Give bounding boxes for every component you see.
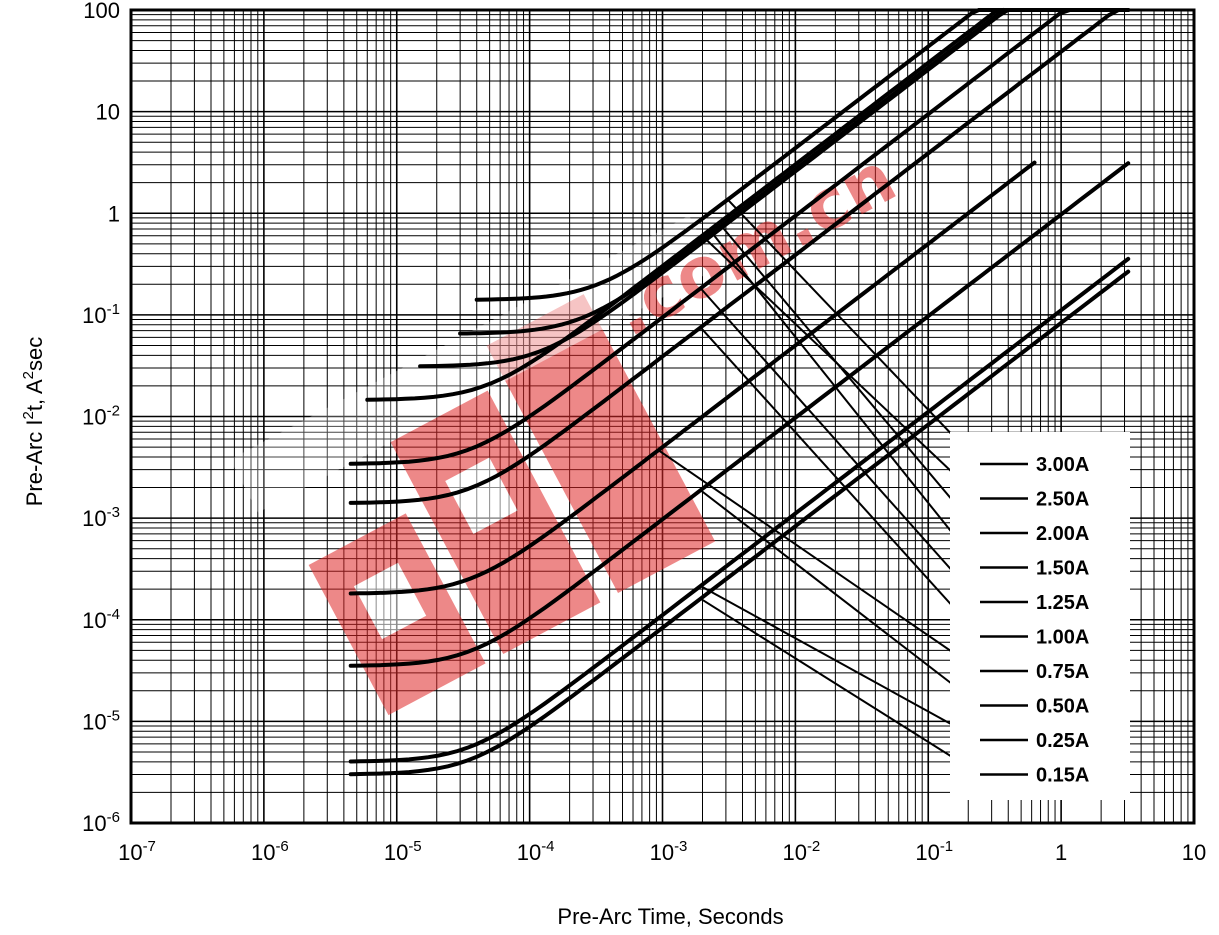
- y-tick-label: 100: [83, 0, 120, 23]
- y-tick-label: 10-4: [82, 606, 120, 633]
- legend-leader: [699, 287, 981, 603]
- series-curve-0.25A: [348, 256, 1131, 764]
- x-tick-label: 10-4: [517, 838, 555, 865]
- plot-frame: [129, 8, 1196, 825]
- series-curve-1.25A: [348, 8, 1131, 466]
- x-tick-label: 10: [1182, 840, 1206, 865]
- y-tick-label: 10-3: [82, 504, 120, 531]
- series-curve-3.00A: [474, 8, 1037, 302]
- y-tick-label: 10: [96, 100, 120, 125]
- legend-label: 2.50A: [1036, 489, 1089, 511]
- legend-label: 2.00A: [1036, 523, 1089, 545]
- series-curve-0.15A: [348, 269, 1131, 777]
- legend-label: 0.75A: [1036, 661, 1089, 683]
- legend-label: 0.15A: [1036, 765, 1089, 787]
- x-tick-label: 10-2: [782, 838, 820, 865]
- legend-background: [950, 432, 1130, 800]
- legend-leader: [700, 597, 981, 776]
- x-tick-label: 10-5: [384, 838, 422, 865]
- legend-leader: [657, 449, 981, 672]
- legend-label: 1.00A: [1036, 627, 1089, 649]
- x-axis-label: Pre-Arc Time, Seconds: [557, 904, 783, 929]
- y-tick-label: 10-2: [82, 403, 120, 430]
- legend-label: 1.25A: [1036, 592, 1089, 614]
- series-curve-0.50A: [348, 161, 1131, 668]
- y-tick-label: 10-6: [82, 809, 120, 836]
- watermark-block: [445, 457, 518, 535]
- x-tick-labels: 10-7 10-6 10-5 10-4 10-3 10-2 10-1 1 10: [118, 838, 1206, 865]
- legend-leader: [699, 326, 981, 638]
- x-tick-label: 1: [1055, 840, 1067, 865]
- legend-leader: [700, 585, 981, 741]
- x-tick-label: 10-7: [118, 838, 156, 865]
- legend-label: 0.25A: [1036, 730, 1089, 752]
- x-tick-label: 10-6: [251, 838, 289, 865]
- x-tick-label: 10-1: [915, 838, 953, 865]
- x-tick-label: 10-3: [650, 838, 688, 865]
- series-curve-1.00A: [348, 8, 1131, 505]
- legend: 3.00A 2.50A 2.00A 1.50A 1.25A 1.00A 0.75A 0.50A…: [980, 454, 1089, 787]
- legend-label: 0.50A: [1036, 696, 1089, 718]
- watermark-block: [353, 562, 427, 640]
- legend-label: 3.00A: [1036, 454, 1089, 476]
- y-tick-label: 10-1: [82, 301, 120, 328]
- legend-label: 1.50A: [1036, 558, 1089, 580]
- legend-leader: [708, 229, 981, 569]
- y-axis-label: Pre-Arc I2t, A2sec: [20, 337, 47, 507]
- series-curve-0.75A: [348, 160, 1037, 596]
- legend-leader: [699, 489, 981, 707]
- legend-leader-lines: [657, 198, 981, 776]
- y-tick-label: 1: [108, 201, 120, 226]
- y-tick-labels: 10-6 10-5 10-4 10-3 10-2 10-1 1 10 100: [82, 0, 120, 836]
- watermark-block: [486, 294, 716, 594]
- series-curve-2.00A: [418, 8, 1094, 369]
- y-tick-label: 10-5: [82, 707, 120, 734]
- legend-leader: [726, 198, 981, 465]
